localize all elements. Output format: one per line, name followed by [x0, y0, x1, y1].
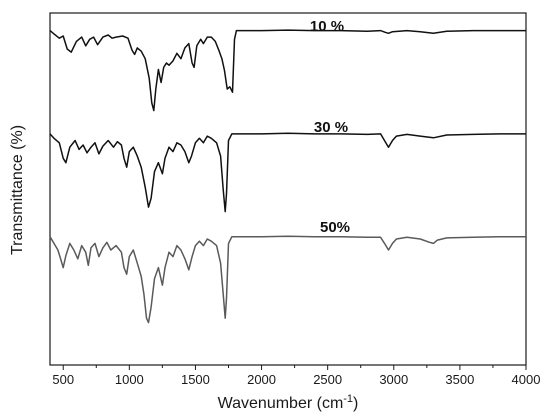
spectrum-line-2: [49, 132, 526, 213]
series-label-50: 50%: [320, 219, 350, 236]
series-label-30: 30 %: [314, 119, 348, 136]
x-tick-label-1000: 1000: [115, 372, 144, 387]
series-layer: [49, 29, 526, 324]
series-labels: 10 % 30 % 50%: [310, 18, 350, 236]
x-axis-label: Wavenumber (cm-1): [218, 393, 359, 412]
series-label-10: 10 %: [310, 18, 344, 35]
x-axis-label-superscript: -1: [343, 393, 353, 405]
plot-frame: [49, 12, 527, 366]
x-tick-label-1500: 1500: [181, 372, 210, 387]
x-tick-label-500: 500: [52, 372, 74, 387]
x-tick-label-2000: 2000: [247, 372, 276, 387]
y-axis-label: Transmittance (%): [9, 125, 26, 255]
x-tick-label-2500: 2500: [313, 372, 342, 387]
x-axis: 500 1000 1500 2000 2500 3000 3500 4000: [52, 365, 540, 387]
plot-area-border: [49, 12, 527, 366]
x-tick-label-3000: 3000: [379, 372, 408, 387]
spectrum-line-3: [49, 235, 526, 324]
x-tick-label-4000: 4000: [512, 372, 541, 387]
spectrum-line-1: [49, 29, 526, 112]
x-tick-label-3500: 3500: [445, 372, 474, 387]
